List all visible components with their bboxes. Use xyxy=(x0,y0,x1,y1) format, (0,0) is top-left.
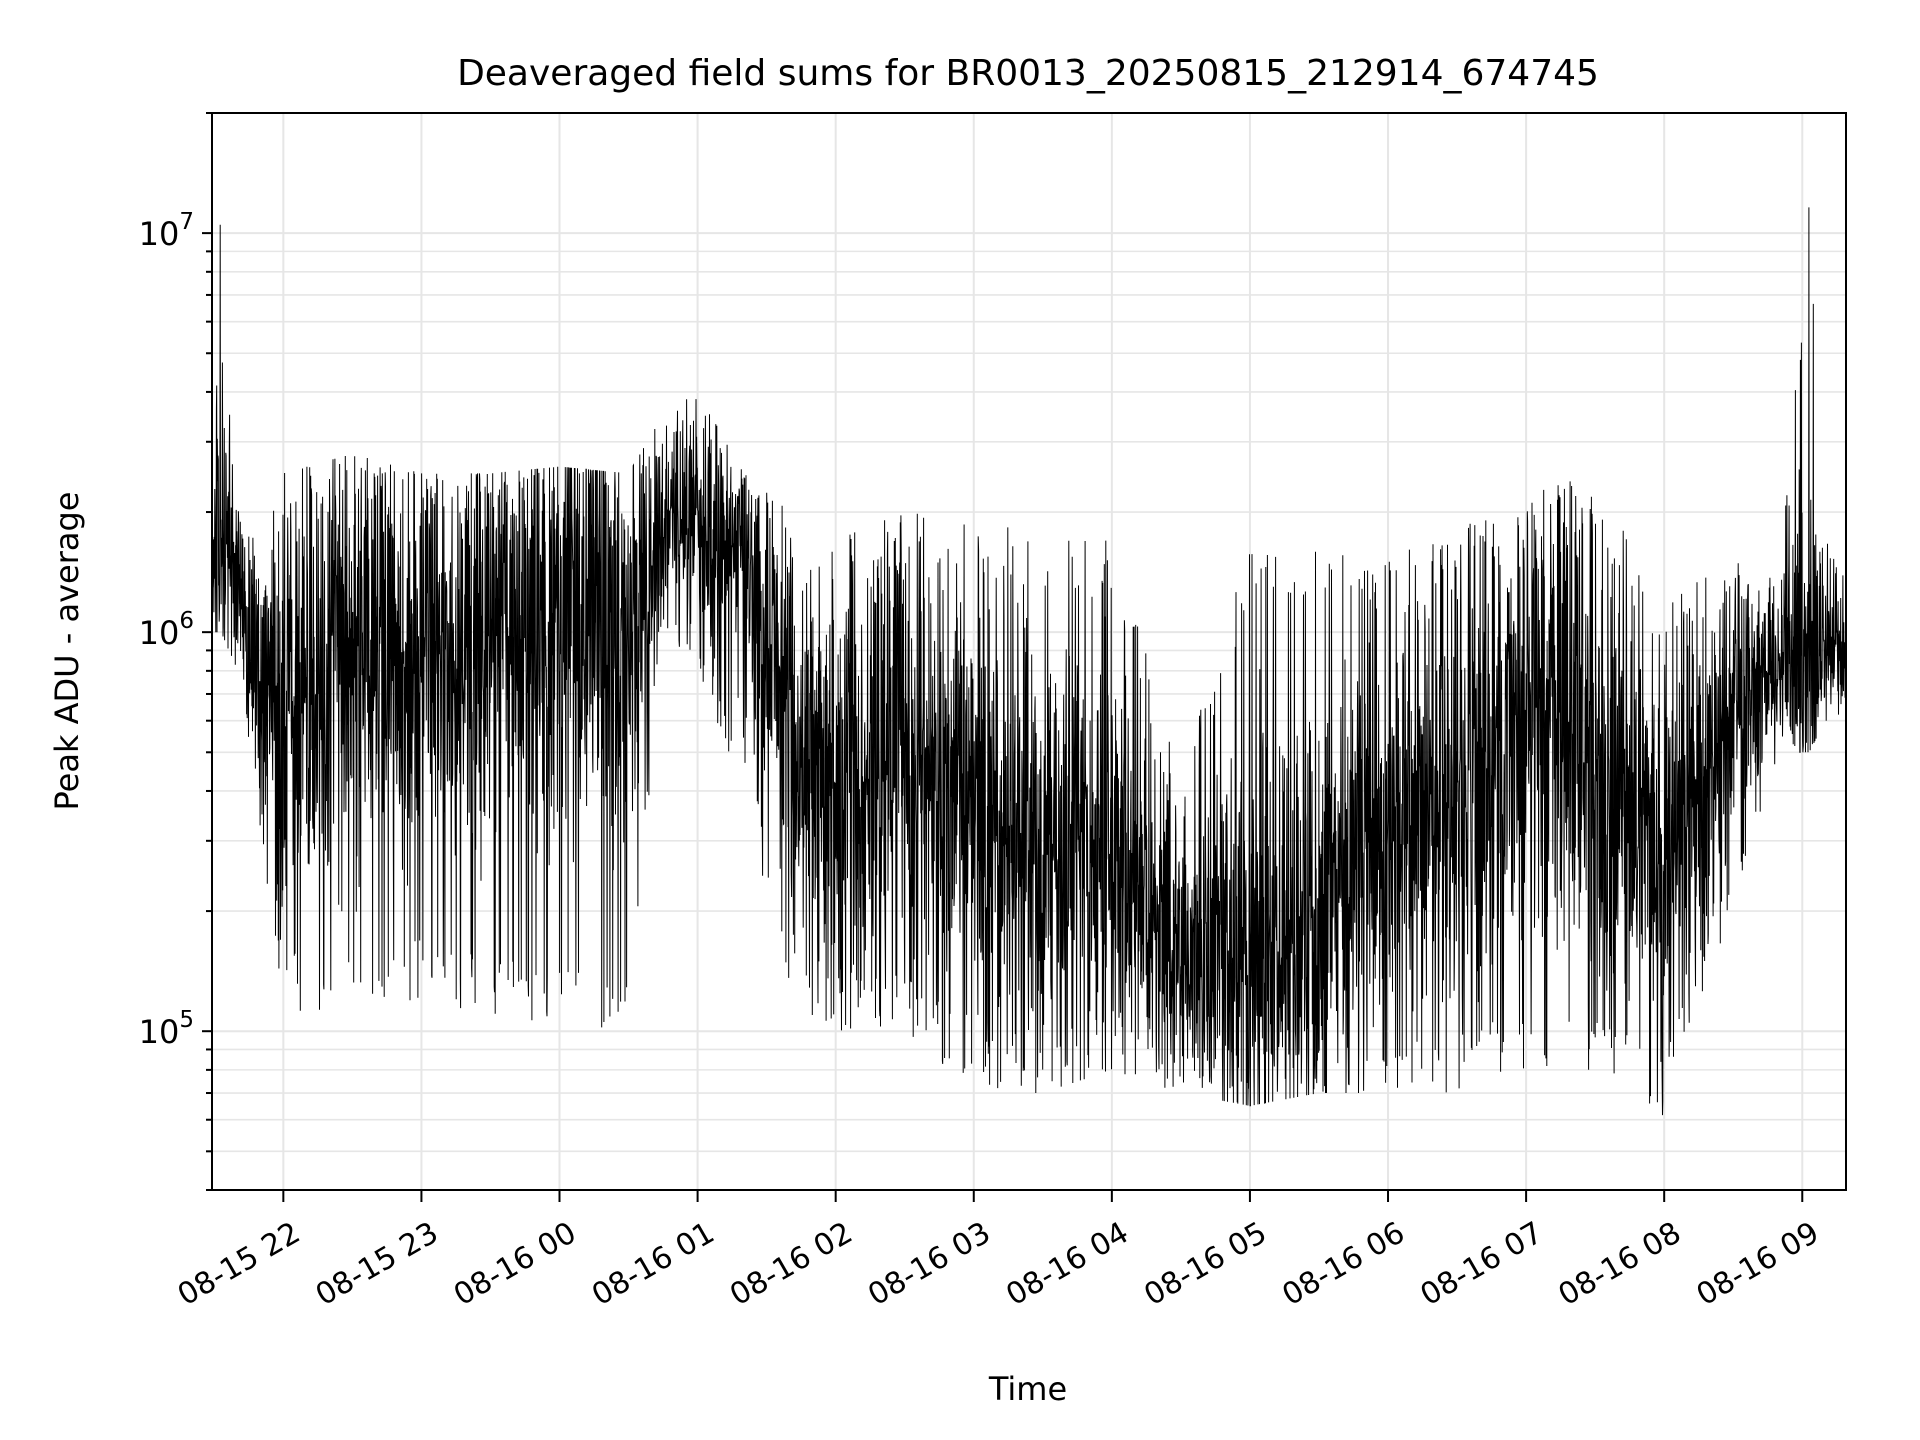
y-tick-label: 107 xyxy=(139,209,194,253)
y-axis-label: Peak ADU - average xyxy=(48,492,86,811)
series-line xyxy=(212,207,1846,1116)
plot-area xyxy=(212,207,1846,1116)
plot-frame xyxy=(211,112,1847,1191)
y-axis: 105 106 107 xyxy=(139,112,212,1191)
y-tick-label: 105 xyxy=(139,1007,194,1051)
chart-title: Deaveraged field sums for BR0013_2025081… xyxy=(457,53,1599,94)
y-tick-label: 106 xyxy=(139,608,194,652)
x-axis-label: Time xyxy=(988,1370,1067,1408)
